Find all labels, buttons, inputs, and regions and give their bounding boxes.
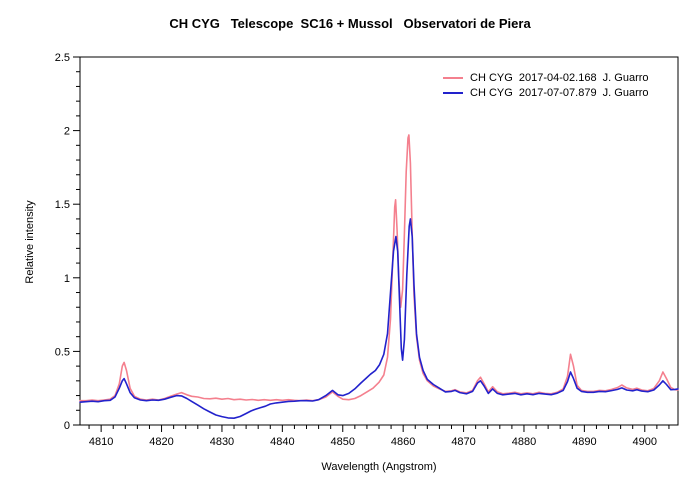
- series-line-red: [79, 134, 679, 402]
- x-axis: 4810 4820 4830 4840 4850 4860 4870 4880 4890 4900: [88, 425, 670, 448]
- series-lines: [79, 134, 679, 420]
- x-tick-label: 4820: [149, 436, 173, 448]
- y-tick-label: 1: [64, 273, 70, 285]
- x-tick-label: 4810: [89, 436, 113, 448]
- legend-entry-red: CH CYG 2017-04-02.168 J. Guarro: [443, 71, 649, 86]
- series-line-blue: [79, 218, 679, 420]
- x-tick-label: 4850: [331, 436, 355, 448]
- y-tick-label: 2: [64, 126, 70, 138]
- chart-title: CH CYG Telescope SC16 + Mussol Observato…: [169, 16, 531, 31]
- x-tick-label: 4860: [391, 436, 415, 448]
- legend-line-sample-red: [443, 77, 463, 80]
- legend: CH CYG 2017-04-02.168 J. Guarro CH CYG 2…: [443, 71, 649, 100]
- y-axis: 0 0.5 1 1.5 2 2.5: [55, 52, 80, 432]
- x-tick-label: 4890: [572, 436, 596, 448]
- y-tick-label: 0.5: [55, 346, 70, 358]
- legend-entry-blue: CH CYG 2017-07-07.879 J. Guarro: [443, 86, 649, 101]
- x-tick-label: 4840: [270, 436, 294, 448]
- x-tick-label: 4900: [633, 436, 657, 448]
- y-axis-label: Relative intensity: [24, 200, 36, 284]
- x-tick-label: 4830: [210, 436, 234, 448]
- legend-label-red: CH CYG 2017-04-02.168 J. Guarro: [470, 72, 649, 84]
- plot-border: [79, 56, 679, 426]
- x-tick-label: 4870: [451, 436, 475, 448]
- y-tick-label: 1.5: [55, 199, 70, 211]
- x-axis-label: Wavelength (Angstrom): [321, 461, 437, 473]
- x-tick-label: 4880: [512, 436, 536, 448]
- legend-line-sample-blue: [443, 91, 463, 94]
- y-tick-label: 0: [64, 420, 70, 432]
- y-tick-label: 2.5: [55, 52, 70, 64]
- legend-label-blue: CH CYG 2017-07-07.879 J. Guarro: [470, 86, 649, 99]
